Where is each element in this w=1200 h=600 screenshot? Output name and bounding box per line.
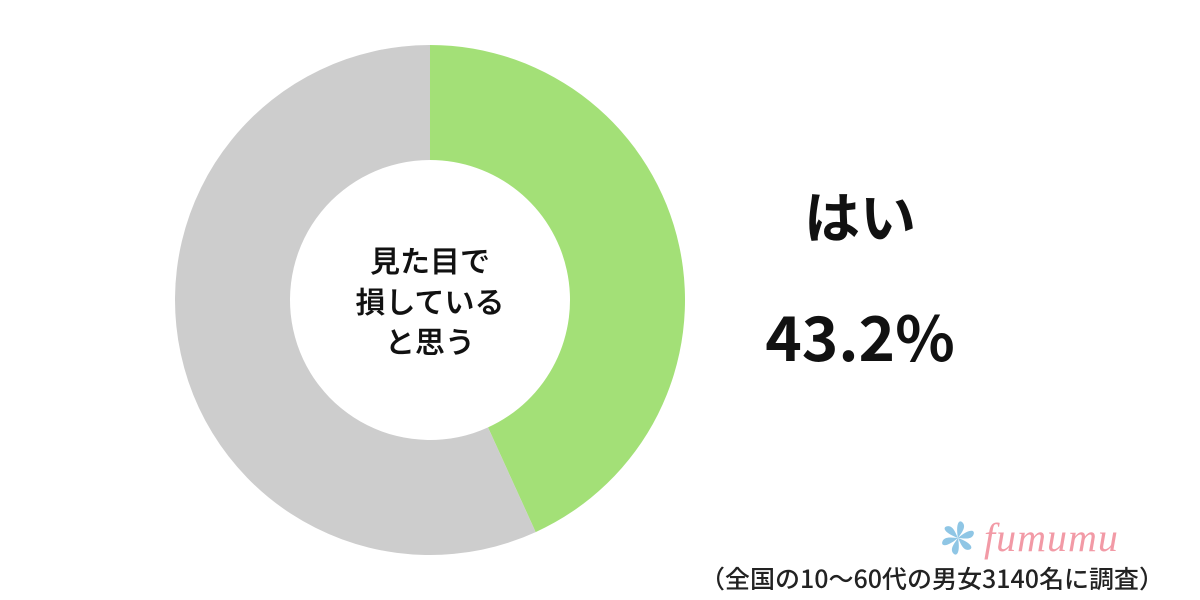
brand-logo-text: fumumu	[984, 514, 1119, 561]
flower-icon	[938, 518, 978, 558]
result-label-top: はい	[680, 174, 1040, 255]
chart-center-label: 見た目で損していると思う	[290, 239, 570, 361]
result-label-bottom: 43.2%	[680, 289, 1040, 379]
brand-logo: fumumu	[938, 514, 1119, 561]
result-label: はい 43.2%	[680, 0, 1040, 600]
survey-footnote: （全国の10〜60代の男女3140名に調査）	[700, 560, 1164, 596]
